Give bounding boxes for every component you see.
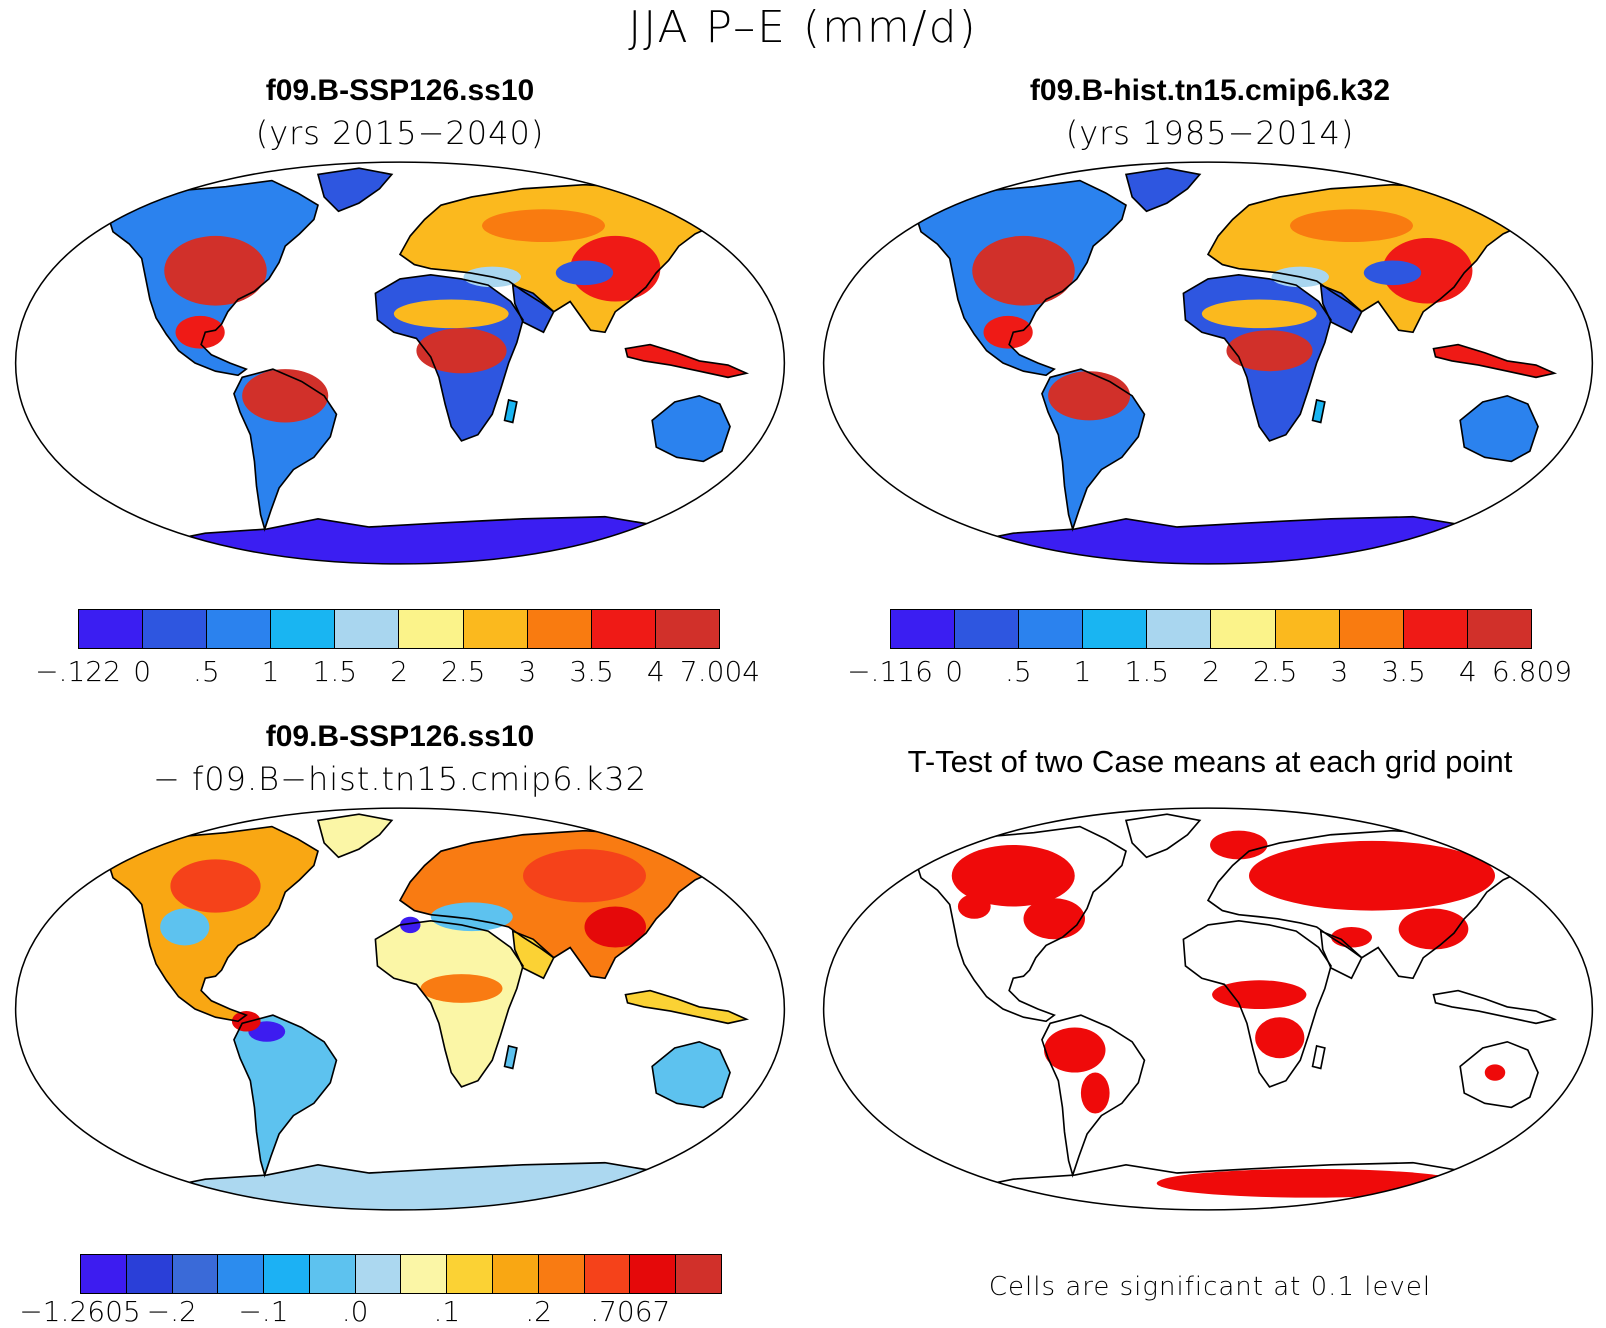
colorbar-label: 7.004 <box>679 655 761 688</box>
colorbar-swatch <box>218 1255 265 1293</box>
colorbar-swatch <box>493 1255 539 1293</box>
colorbar-label: −.116 <box>847 655 933 688</box>
colorbar-swatch <box>1403 610 1468 648</box>
colorbar-label: −1.2605 <box>19 1295 141 1328</box>
colorbar-label: 4 <box>1458 655 1477 688</box>
colorbar-swatch <box>309 1255 356 1293</box>
colorbar-swatch <box>955 610 1020 648</box>
colorbar-label: 2.5 <box>1252 655 1298 688</box>
colorbar-label: 3 <box>1330 655 1349 688</box>
ttest-note: Cells are significant at 0.1 level <box>988 1272 1432 1302</box>
colorbar-label: .0 <box>341 1295 369 1328</box>
colorbar-swatch <box>447 1255 494 1293</box>
colorbar-swatch <box>143 610 208 648</box>
colorbar-case1 <box>78 609 720 649</box>
colorbar-swatch <box>676 1255 721 1293</box>
colorbar-label: .7067 <box>590 1295 671 1328</box>
colorbar-swatch <box>591 610 656 648</box>
figure-title: JJA P–E (mm/d) <box>628 2 978 53</box>
colorbar-swatch <box>81 1255 127 1293</box>
colorbar-swatch <box>355 1255 402 1293</box>
panel-case1-subtitle: (yrs 2015−2040) <box>255 114 545 152</box>
colorbar-swatch <box>79 610 144 648</box>
colorbar-swatch <box>207 610 272 648</box>
map-difference <box>14 807 786 1211</box>
map-ttest <box>822 807 1594 1211</box>
panel-diff-title: f09.B-SSP126.ss10 <box>265 720 535 753</box>
colorbar-label: 2 <box>390 655 408 688</box>
colorbar-swatch <box>271 610 336 648</box>
colorbar-swatch <box>630 1255 677 1293</box>
colorbar-difference <box>80 1254 722 1294</box>
colorbar-swatch <box>1211 610 1276 648</box>
colorbar-swatch <box>1339 610 1404 648</box>
colorbar-label: .2 <box>525 1295 552 1328</box>
colorbar-swatch <box>399 610 464 648</box>
colorbar-label: .1 <box>433 1295 461 1328</box>
colorbar-swatch <box>1019 610 1084 648</box>
colorbar-swatch <box>1147 610 1212 648</box>
colorbar-swatch <box>401 1255 448 1293</box>
colorbar-swatch <box>1083 610 1148 648</box>
colorbar-label: 0 <box>133 655 152 688</box>
colorbar-swatch <box>1275 610 1340 648</box>
panel-case1-title: f09.B-SSP126.ss10 <box>265 74 535 107</box>
colorbar-label: −.2 <box>146 1295 197 1328</box>
colorbar-label: .5 <box>1005 655 1032 688</box>
colorbar-swatch <box>335 610 400 648</box>
colorbar-swatch <box>655 610 719 648</box>
colorbar-swatch <box>264 1255 310 1293</box>
colorbar-label: −.122 <box>35 655 121 688</box>
colorbar-label: .5 <box>193 655 220 688</box>
colorbar-label: 1 <box>261 655 280 688</box>
colorbar-label: 4 <box>646 655 665 688</box>
panel-ttest-title: T-Test of two Case means at each grid po… <box>907 744 1513 779</box>
colorbar-label: 6.809 <box>1491 655 1573 688</box>
colorbar-swatch <box>584 1255 631 1293</box>
colorbar-swatch <box>538 1255 585 1293</box>
colorbar-swatch <box>463 610 528 648</box>
colorbar-label: 3.5 <box>569 655 614 688</box>
colorbar-label: 2.5 <box>440 655 486 688</box>
colorbar-label: −.1 <box>238 1295 289 1328</box>
colorbar-case2 <box>890 609 1532 649</box>
colorbar-label: 3 <box>518 655 537 688</box>
colorbar-label: 1 <box>1073 655 1092 688</box>
colorbar-swatch <box>126 1255 173 1293</box>
colorbar-label: 1.5 <box>1124 655 1170 688</box>
colorbar-swatch <box>891 610 956 648</box>
colorbar-swatch <box>1467 610 1531 648</box>
map-case2 <box>822 161 1594 565</box>
panel-case2-subtitle: (yrs 1985−2014) <box>1065 114 1355 152</box>
colorbar-swatch <box>172 1255 219 1293</box>
colorbar-label: 2 <box>1202 655 1220 688</box>
panel-case2-title: f09.B-hist.tn15.cmip6.k32 <box>1029 74 1391 107</box>
panel-diff-subtitle: − f09.B−hist.tn15.cmip6.k32 <box>153 760 647 798</box>
colorbar-swatch <box>527 610 592 648</box>
colorbar-label: 3.5 <box>1381 655 1426 688</box>
map-case1 <box>14 161 786 565</box>
colorbar-label: 0 <box>945 655 964 688</box>
colorbar-label: 1.5 <box>312 655 358 688</box>
